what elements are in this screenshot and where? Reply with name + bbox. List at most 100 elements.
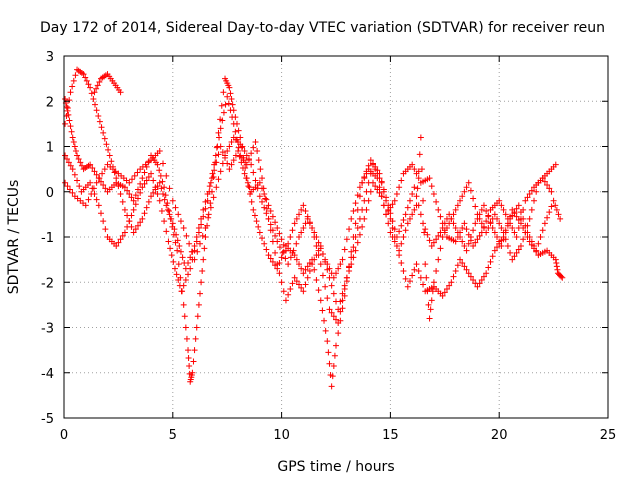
data-point xyxy=(546,209,553,216)
data-point xyxy=(154,183,161,190)
data-point xyxy=(194,248,201,255)
data-point xyxy=(302,207,309,214)
data-point xyxy=(454,202,461,209)
data-point xyxy=(250,169,257,176)
data-point xyxy=(173,271,180,278)
data-point xyxy=(452,238,459,245)
data-point xyxy=(222,152,229,159)
data-point xyxy=(539,227,546,234)
data-point xyxy=(337,261,344,268)
data-point xyxy=(130,197,137,204)
data-point xyxy=(192,335,199,342)
data-point xyxy=(139,215,146,222)
data-point xyxy=(108,158,115,165)
data-point xyxy=(239,164,246,171)
data-point xyxy=(470,227,477,234)
data-point xyxy=(186,240,193,247)
data-point xyxy=(175,211,182,218)
data-point xyxy=(457,197,464,204)
data-point xyxy=(67,162,74,169)
series-track-b xyxy=(62,93,566,313)
data-point xyxy=(363,170,370,177)
data-point xyxy=(467,273,474,280)
data-point xyxy=(124,212,131,219)
data-point xyxy=(544,181,551,188)
data-point xyxy=(457,229,464,236)
data-point xyxy=(145,198,152,205)
data-point xyxy=(156,148,163,155)
data-point xyxy=(515,224,522,231)
data-point xyxy=(352,220,359,227)
data-point xyxy=(393,191,400,198)
data-point xyxy=(321,317,328,324)
data-point xyxy=(504,243,511,250)
data-point xyxy=(103,141,110,148)
data-point xyxy=(422,226,429,233)
data-point xyxy=(218,102,225,109)
x-axis-label: GPS time / hours xyxy=(277,459,394,475)
data-point xyxy=(420,220,427,227)
data-point xyxy=(548,188,555,195)
data-point xyxy=(387,229,394,236)
data-point xyxy=(428,183,435,190)
data-point xyxy=(359,223,366,230)
data-point xyxy=(69,166,76,173)
data-point xyxy=(134,186,141,193)
data-point xyxy=(70,77,77,84)
data-point xyxy=(559,274,566,281)
data-point xyxy=(430,239,437,246)
data-point xyxy=(396,228,403,235)
data-point xyxy=(207,204,214,211)
data-point xyxy=(424,231,431,238)
data-point xyxy=(228,161,235,168)
data-point xyxy=(141,210,148,217)
data-point xyxy=(463,247,470,254)
data-point xyxy=(411,184,418,191)
data-point xyxy=(398,260,405,267)
data-point xyxy=(339,297,346,304)
data-point xyxy=(491,211,498,218)
data-point xyxy=(171,265,178,272)
data-point xyxy=(423,274,430,281)
data-point xyxy=(474,283,481,290)
data-point xyxy=(402,227,409,234)
data-point xyxy=(241,170,248,177)
data-point xyxy=(248,161,255,168)
data-point xyxy=(293,278,300,285)
data-point xyxy=(185,271,192,278)
data-point xyxy=(88,90,95,97)
data-point xyxy=(124,187,131,194)
data-point xyxy=(160,160,167,167)
data-point xyxy=(267,221,274,228)
data-point xyxy=(82,74,89,81)
data-point xyxy=(164,206,171,213)
data-point xyxy=(476,232,483,239)
data-point xyxy=(220,109,227,116)
y-tick-label: -4 xyxy=(41,367,54,382)
data-point xyxy=(276,244,283,251)
data-point xyxy=(117,89,124,96)
data-point xyxy=(175,276,182,283)
data-point xyxy=(480,202,487,209)
data-point xyxy=(93,196,100,203)
data-point xyxy=(219,149,226,156)
data-point xyxy=(160,191,167,198)
data-point xyxy=(448,279,455,286)
data-point xyxy=(494,244,501,251)
data-point xyxy=(121,206,128,213)
data-point xyxy=(416,151,423,158)
data-point xyxy=(141,180,148,187)
data-point xyxy=(374,175,381,182)
data-point xyxy=(289,280,296,287)
data-point xyxy=(255,223,262,230)
data-point xyxy=(265,202,272,209)
data-point xyxy=(317,245,324,252)
data-point xyxy=(204,191,211,198)
data-point xyxy=(300,224,307,231)
data-point xyxy=(289,227,296,234)
data-point xyxy=(483,270,490,277)
data-point xyxy=(463,184,470,191)
data-point xyxy=(175,261,182,268)
data-point xyxy=(261,191,268,198)
